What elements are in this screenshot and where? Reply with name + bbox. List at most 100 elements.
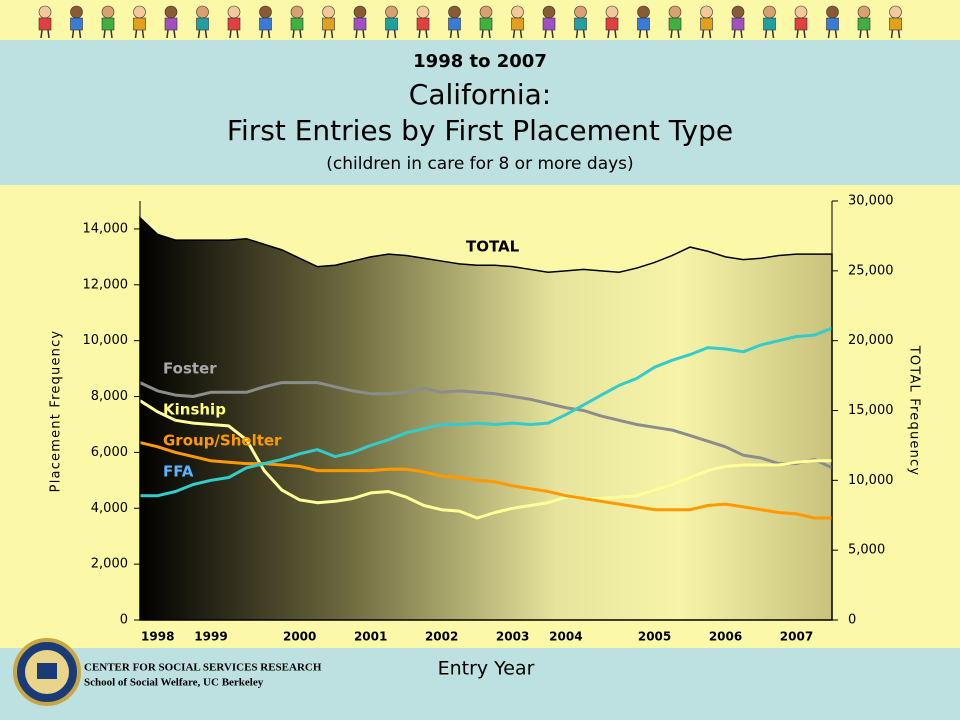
line <box>140 326 833 498</box>
kid-head <box>38 5 52 19</box>
kid-legs <box>78 29 82 39</box>
kid-head <box>731 5 745 19</box>
kid-head <box>385 5 398 19</box>
title: First Entries by First Placement Type <box>227 114 733 147</box>
kid-legs <box>614 29 617 39</box>
kid-body <box>637 17 650 31</box>
kid-legs <box>323 29 327 39</box>
kid-head <box>448 5 461 19</box>
kid-legs <box>512 29 516 39</box>
y-tick-label: 12,000 <box>83 277 129 292</box>
kid-body <box>227 17 241 31</box>
kid-legs <box>267 29 271 39</box>
series-label: Group/Shelter <box>163 432 282 450</box>
kid-legs <box>386 29 390 39</box>
kid-legs <box>134 29 138 39</box>
kid-body <box>385 17 398 31</box>
kid-legs <box>708 29 712 39</box>
y2-tick-label: 5,000 <box>848 543 885 558</box>
x-axis-label: Entry Year <box>438 658 535 680</box>
kid-head <box>889 5 902 19</box>
kid-body <box>101 17 115 31</box>
kid-legs <box>740 29 743 39</box>
kid-legs <box>449 29 453 39</box>
kid-legs <box>418 29 421 39</box>
kid-head <box>133 5 146 19</box>
kid-head <box>826 5 839 19</box>
kid-body <box>857 17 871 31</box>
y-tick-label: 4,000 <box>91 501 128 516</box>
kid-legs <box>638 29 642 39</box>
kid-body <box>322 17 335 31</box>
x-tick-label: 2007 <box>780 630 813 644</box>
kid-legs <box>481 29 484 39</box>
kid-body <box>70 17 83 31</box>
kid-legs <box>71 29 75 39</box>
y2-tick-label: 15,000 <box>848 403 894 418</box>
kid-head <box>763 5 776 19</box>
kid-body <box>605 17 619 31</box>
kid-body <box>889 17 902 31</box>
kid-legs <box>393 29 397 39</box>
footer-band <box>0 648 960 720</box>
kid-legs <box>677 29 680 39</box>
title: California: <box>409 78 551 111</box>
kid-head <box>101 5 115 19</box>
kid-legs <box>607 29 610 39</box>
kid-head <box>322 5 335 19</box>
y-tick-label: 8,000 <box>91 389 128 404</box>
kid-legs <box>355 29 358 39</box>
kid-body <box>290 17 304 31</box>
subtitle: 1998 to 2007 <box>413 51 547 72</box>
kid-head <box>668 5 682 19</box>
kid-head <box>511 5 524 19</box>
kid-legs <box>204 29 208 39</box>
kid-head <box>857 5 871 19</box>
x-tick-label: 2000 <box>283 630 316 644</box>
kid-legs <box>103 29 106 39</box>
kid-legs <box>456 29 460 39</box>
kid-head <box>227 5 241 19</box>
kid-head <box>353 5 367 19</box>
y-tick-label: 10,000 <box>83 333 129 348</box>
kid-legs <box>330 29 334 39</box>
kid-body <box>794 17 808 31</box>
y2-tick-label: 10,000 <box>848 473 894 488</box>
note: (children in care for 8 or more days) <box>326 154 633 174</box>
line <box>139 399 832 520</box>
kid-legs <box>582 29 586 39</box>
y-tick-label: 6,000 <box>91 445 128 460</box>
school: School of Social Welfare, UC Berkeley <box>84 677 264 689</box>
x-tick-label: 1999 <box>194 630 227 644</box>
kid-legs <box>551 29 554 39</box>
kid-legs <box>827 29 831 39</box>
kid-legs <box>197 29 201 39</box>
series-label: FFA <box>163 463 194 481</box>
kid-body <box>479 17 493 31</box>
kid-legs <box>236 29 239 39</box>
kid-head <box>164 5 178 19</box>
kid-head <box>794 5 808 19</box>
kid-legs <box>645 29 649 39</box>
kid-legs <box>796 29 799 39</box>
series-label: Kinship <box>163 401 226 419</box>
y2-tick-label: 20,000 <box>848 333 894 348</box>
kid-legs <box>292 29 295 39</box>
kid-legs <box>299 29 302 39</box>
kid-body <box>448 17 461 31</box>
header-band <box>0 40 960 185</box>
y2-tick-label: 25,000 <box>848 263 894 278</box>
kid-legs <box>519 29 523 39</box>
banner <box>38 5 902 39</box>
plot: 0 2,000 4,000 6,000 8,000 10,000 12,000 14,000 0… <box>49 194 922 680</box>
kid-head <box>416 5 430 19</box>
kid-legs <box>47 29 50 39</box>
kid-head <box>196 5 209 19</box>
y-tick-label: 14,000 <box>83 221 129 236</box>
kid-legs <box>141 29 145 39</box>
kid-body <box>133 17 146 31</box>
kid-legs <box>890 29 894 39</box>
kid-body <box>164 17 178 31</box>
kid-legs <box>110 29 113 39</box>
